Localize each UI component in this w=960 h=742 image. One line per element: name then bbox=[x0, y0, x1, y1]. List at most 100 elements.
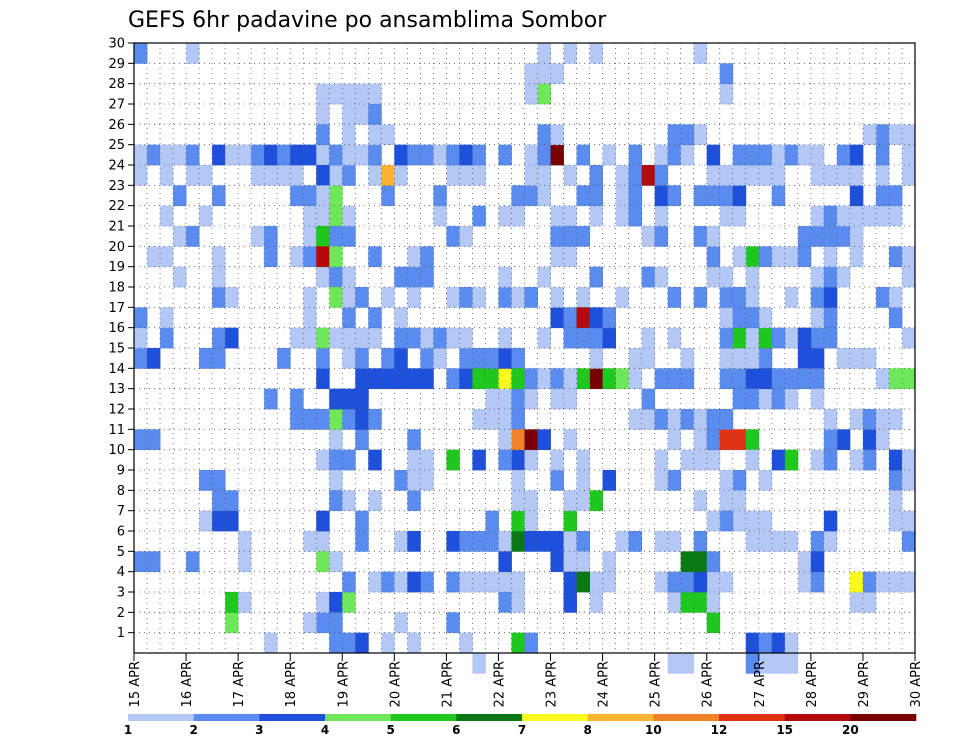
heatmap-cell bbox=[810, 205, 825, 227]
heatmap-cell bbox=[407, 571, 421, 593]
heatmap-cell bbox=[823, 510, 838, 532]
heatmap-cell bbox=[511, 287, 525, 308]
heatmap-cell bbox=[875, 124, 890, 146]
heatmap-cell bbox=[862, 348, 877, 369]
heatmap-cell bbox=[758, 307, 773, 329]
heatmap-cell bbox=[316, 368, 330, 390]
heatmap-cell bbox=[524, 388, 538, 410]
heatmap-cell bbox=[563, 165, 577, 186]
heatmap-cell bbox=[134, 327, 148, 349]
heatmap-cell bbox=[498, 368, 512, 390]
heatmap-cell bbox=[498, 531, 512, 552]
colorbar-label: 4 bbox=[321, 723, 329, 737]
heatmap-cell bbox=[186, 144, 200, 166]
heatmap-cell bbox=[459, 144, 473, 166]
heatmap-cell bbox=[147, 144, 161, 166]
heatmap-cell bbox=[160, 205, 174, 227]
heatmap-cell bbox=[849, 449, 864, 471]
y-axis-ticks: 1234567891011121314151617181920212223242… bbox=[108, 37, 134, 641]
heatmap-cell bbox=[368, 165, 382, 186]
heatmap-cell bbox=[134, 165, 148, 186]
heatmap-cell bbox=[342, 104, 356, 125]
heatmap-cell bbox=[641, 226, 656, 247]
heatmap-cell bbox=[576, 490, 590, 512]
heatmap-cell bbox=[589, 185, 603, 207]
heatmap-cell bbox=[888, 185, 903, 207]
heatmap-cell bbox=[394, 144, 408, 166]
heatmap-cell bbox=[498, 205, 512, 227]
heatmap-cell bbox=[654, 531, 669, 552]
y-tick-label: 14 bbox=[108, 362, 125, 377]
heatmap-cell bbox=[797, 327, 812, 349]
heatmap-cell bbox=[862, 124, 877, 146]
heatmap-cell bbox=[134, 551, 148, 573]
heatmap-cell bbox=[186, 165, 200, 186]
heatmap-cell bbox=[680, 592, 695, 613]
heatmap-cell bbox=[875, 409, 890, 430]
heatmap-cell bbox=[667, 124, 682, 146]
heatmap-cell bbox=[654, 144, 669, 166]
heatmap-cell bbox=[290, 246, 304, 268]
heatmap-cell bbox=[316, 510, 330, 532]
heatmap-cell bbox=[602, 144, 617, 166]
heatmap-cell bbox=[459, 327, 473, 349]
heatmap-cell bbox=[420, 571, 434, 593]
heatmap-cell bbox=[381, 287, 395, 308]
heatmap-cell bbox=[810, 388, 825, 410]
heatmap-cell bbox=[329, 429, 343, 451]
heatmap-cell bbox=[498, 571, 512, 593]
heatmap-cell bbox=[238, 531, 252, 552]
heatmap-cell bbox=[810, 449, 825, 471]
heatmap-cell bbox=[901, 449, 916, 471]
heatmap-cell bbox=[667, 368, 682, 390]
heatmap-cell bbox=[901, 470, 916, 491]
heatmap-cell bbox=[797, 571, 812, 593]
heatmap-cell bbox=[810, 551, 825, 573]
heatmap-cell bbox=[225, 287, 239, 308]
y-tick-label: 6 bbox=[117, 525, 125, 540]
heatmap-cell bbox=[511, 185, 525, 207]
heatmap-cell bbox=[394, 348, 408, 369]
heatmap-cell bbox=[459, 348, 473, 369]
heatmap-cell bbox=[563, 592, 577, 613]
colorbar-segment bbox=[325, 714, 391, 721]
heatmap-cell bbox=[732, 429, 747, 451]
heatmap-cell bbox=[602, 368, 617, 390]
heatmap-cell bbox=[758, 632, 773, 654]
heatmap-cell bbox=[745, 510, 760, 532]
heatmap-cell bbox=[823, 246, 838, 268]
heatmap-cell bbox=[810, 307, 825, 329]
heatmap-cell bbox=[732, 246, 747, 268]
heatmap-cell bbox=[680, 653, 695, 674]
heatmap-cell bbox=[732, 287, 747, 308]
heatmap-cell bbox=[199, 348, 213, 369]
heatmap-cell bbox=[550, 307, 564, 329]
heatmap-cell bbox=[823, 449, 838, 471]
heatmap-cell bbox=[498, 592, 512, 613]
heatmap-cell bbox=[498, 409, 512, 430]
heatmap-cell bbox=[732, 144, 747, 166]
heatmap-cell bbox=[303, 205, 317, 227]
heatmap-cell bbox=[654, 185, 669, 207]
heatmap-cell bbox=[849, 144, 864, 166]
heatmap-cell bbox=[394, 165, 408, 186]
heatmap-cell bbox=[628, 348, 643, 369]
heatmap-cell bbox=[342, 287, 356, 308]
heatmap-cell bbox=[654, 205, 669, 227]
heatmap-cell bbox=[498, 551, 512, 573]
heatmap-cell bbox=[693, 571, 708, 593]
heatmap-cell bbox=[368, 246, 382, 268]
heatmap-cell bbox=[381, 165, 395, 186]
chart-title: GEFS 6hr padavine po ansamblima Sombor bbox=[128, 8, 607, 33]
heatmap-cell bbox=[563, 205, 577, 227]
heatmap-cell bbox=[537, 144, 551, 166]
heatmap-cell bbox=[407, 470, 421, 491]
heatmap-cell bbox=[355, 144, 369, 166]
heatmap-cell bbox=[264, 632, 278, 654]
heatmap-cell bbox=[745, 632, 760, 654]
heatmap-cell bbox=[316, 449, 330, 471]
heatmap-cell bbox=[680, 348, 695, 369]
heatmap-cell bbox=[771, 185, 786, 207]
heatmap-cell bbox=[615, 165, 630, 186]
